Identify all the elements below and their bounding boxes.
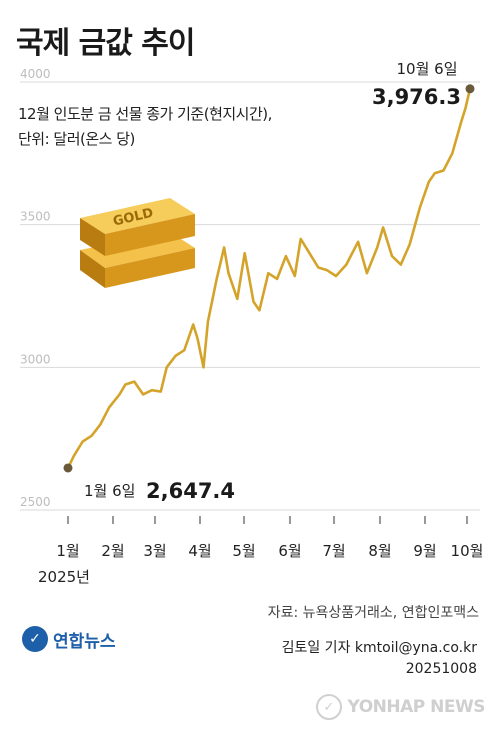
subtitle-line-1: 12월 인도분 금 선물 종가 기준(현지시간),: [18, 105, 272, 123]
chart-subtitle: 12월 인도분 금 선물 종가 기준(현지시간), 단위: 달러(온스 당): [18, 102, 272, 152]
subtitle-line-2: 단위: 달러(온스 당): [18, 130, 135, 148]
yonhap-watermark-icon: ✓: [315, 694, 342, 720]
yonhap-logo: ✓ 연합뉴스: [22, 626, 116, 652]
x-tick-label: 4월: [188, 542, 211, 560]
start-point-value: 2,647.4: [146, 479, 235, 503]
gold-bar-bottom-side-face: [105, 248, 195, 288]
y-axis-labels: 4000 3500 3000 2500: [20, 67, 51, 509]
credit-block: 김토일 기자 kmtoil@yna.co.kr 20251008: [282, 638, 477, 680]
chart-grid: [20, 81, 480, 511]
y-tick-label: 3000: [20, 352, 51, 366]
x-tick-label: 7월: [322, 542, 345, 560]
x-tick-label: 5월: [232, 542, 255, 560]
source-note: 자료: 뉴욕상품거래소, 연합인포맥스: [267, 605, 479, 621]
y-tick-label: 3500: [20, 210, 51, 224]
y-tick-label: 4000: [20, 67, 51, 81]
x-tick-label: 1월: [56, 542, 79, 560]
annotations: 1월 6일 2,647.4 10월 6일 3,976.3: [63, 60, 475, 503]
x-tick-label: 10월: [451, 542, 484, 560]
end-point-value: 3,976.3: [372, 85, 461, 109]
gold-bar-bottom-front-face: [80, 250, 105, 288]
x-tick-label: 6월: [278, 542, 301, 560]
gold-price-chart: 4000 3500 3000 2500 GOLD 1월 2월 3월 4월 5월 6월 7월 8월 9월…: [20, 60, 483, 586]
year-label: 2025년: [38, 568, 90, 586]
page-title: 국제 금값 추이: [16, 26, 195, 61]
end-point-date: 10월 6일: [397, 60, 458, 78]
publish-date: 20251008: [405, 661, 477, 677]
x-tick-label: 8월: [368, 542, 391, 560]
start-point-date: 1월 6일: [84, 482, 135, 500]
x-tick-label: 9월: [413, 542, 436, 560]
gold-bars-illustration: GOLD: [80, 198, 195, 288]
yonhap-logo-icon: ✓: [22, 626, 48, 652]
watermark: ✓ YONHAP NEWS: [315, 694, 486, 720]
end-point-marker: [465, 84, 475, 94]
gold-bar-top-front-face: [80, 218, 105, 256]
gold-bar-top-side-face: [105, 214, 195, 256]
start-point-marker: [63, 463, 73, 473]
price-line: [66, 87, 472, 470]
x-tick-label: 2월: [101, 542, 124, 560]
x-axis-ticks: 1월 2월 3월 4월 5월 6월 7월 8월 9월 10월 2025년: [38, 516, 483, 586]
y-tick-label: 2500: [20, 495, 51, 509]
gold-bar-top-top-face: [80, 198, 195, 234]
watermark-text: YONHAP NEWS: [347, 697, 486, 717]
logo-text: 연합뉴스: [53, 631, 116, 652]
x-tick-label: 3월: [143, 542, 166, 560]
reporter: 김토일 기자 kmtoil@yna.co.kr: [281, 640, 477, 656]
